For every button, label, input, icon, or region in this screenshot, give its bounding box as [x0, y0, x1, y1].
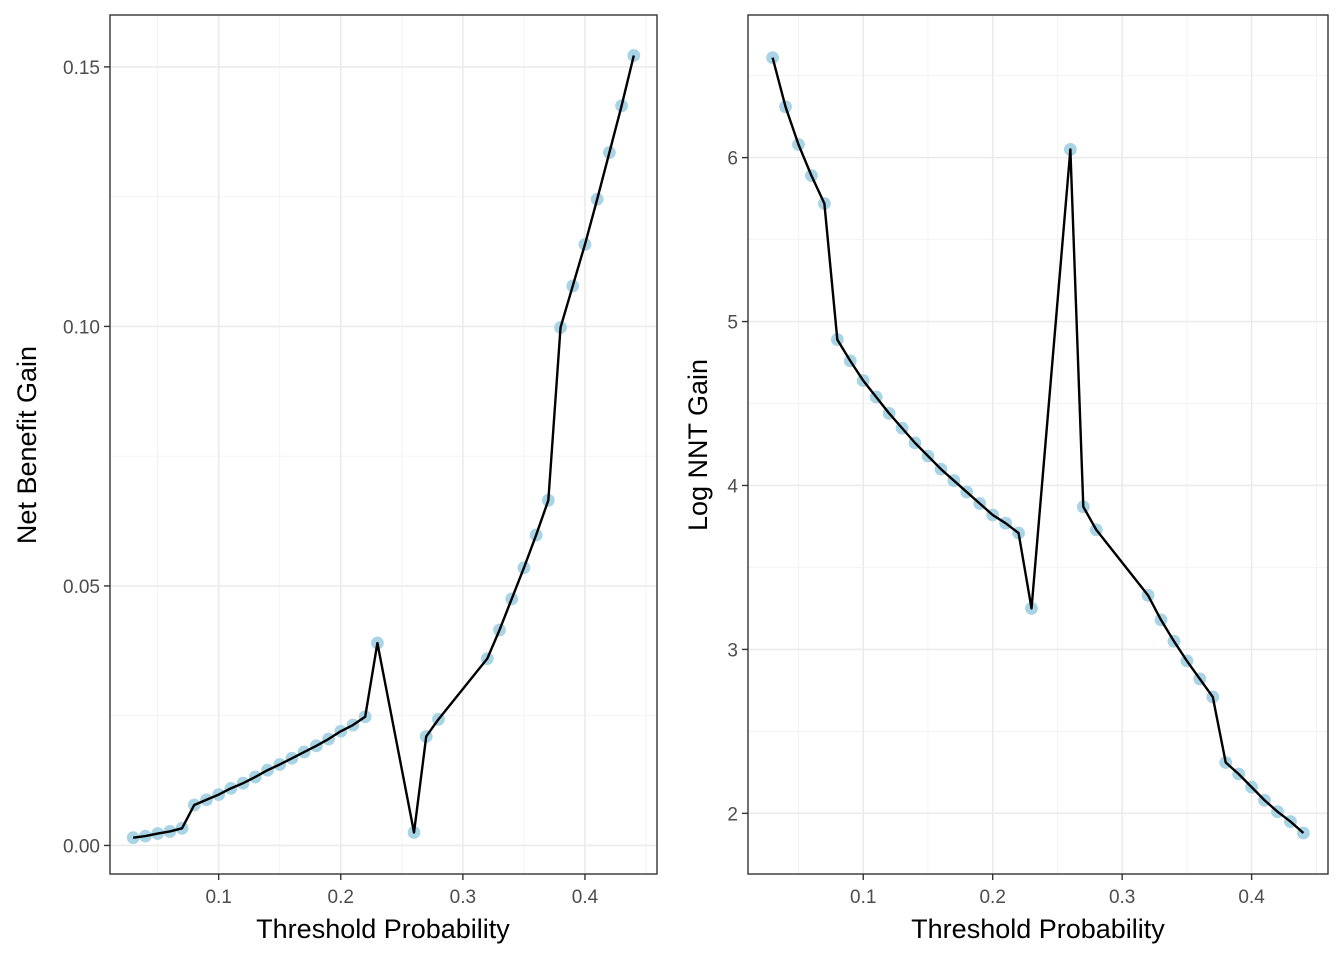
x-tick-label: 0.2 [328, 887, 354, 908]
y-tick-label: 6 [727, 149, 738, 170]
y-tick-label: 5 [727, 313, 738, 334]
y-axis-title: Net Benefit Gain [12, 346, 42, 544]
x-tick-label: 0.2 [979, 887, 1005, 908]
panel-border [747, 14, 1329, 875]
y-tick-label: 3 [727, 640, 738, 661]
y-tick-label: 0.00 [63, 836, 100, 857]
data-point [126, 831, 140, 845]
y-axis-title: Log NNT Gain [683, 359, 713, 531]
x-axis-title: Threshold Probability [911, 914, 1165, 944]
series-line [771, 57, 1305, 834]
y-tick-label: 0.15 [63, 58, 100, 79]
panel-border [109, 14, 658, 875]
x-tick-label: 0.1 [205, 887, 231, 908]
log-nnt-panel: 0.1 0.2 0.3 0.4 2 3 4 5 6 Threshold Probability Lo… [683, 14, 1329, 944]
x-tick-label: 0.1 [850, 887, 876, 908]
y-tick-label: 0.05 [63, 577, 100, 598]
y-tick-label: 0.10 [63, 317, 100, 338]
x-tick-label: 0.3 [450, 887, 476, 908]
net-benefit-panel: 0.1 0.2 0.3 0.4 0.00 0.05 0.10 0.15 Threshold Pr… [12, 14, 658, 944]
x-tick-label: 0.3 [1109, 887, 1135, 908]
x-tick-label: 0.4 [572, 887, 599, 908]
x-tick-label: 0.4 [1238, 887, 1265, 908]
series-line [133, 55, 635, 839]
x-axis-title: Threshold Probability [256, 914, 510, 944]
y-tick-label: 2 [727, 804, 738, 825]
y-tick-label: 4 [727, 476, 738, 497]
